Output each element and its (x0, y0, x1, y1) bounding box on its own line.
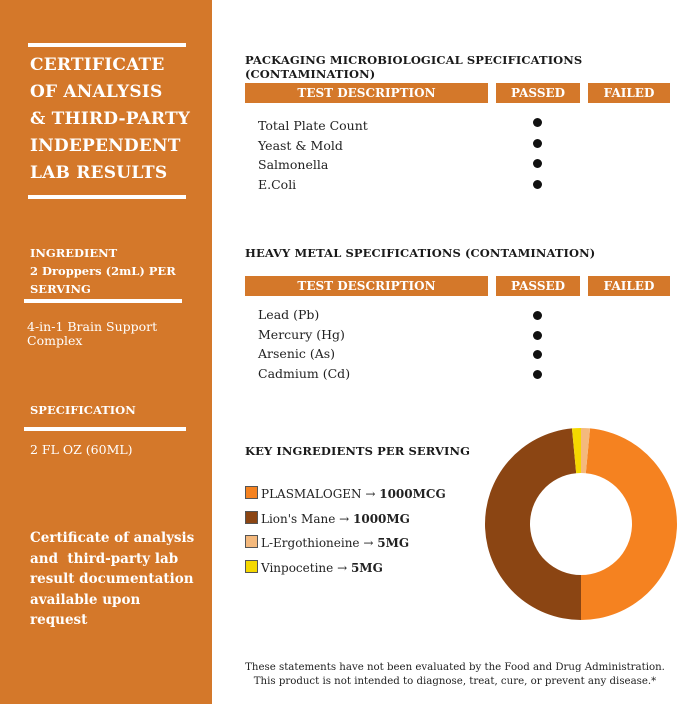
title-top-rule (28, 43, 186, 47)
metal-section-title: HEAVY METAL SPECIFICATIONS (CONTAMINATIO… (245, 246, 596, 260)
note-line: request (30, 612, 88, 628)
passed-dot-icon (533, 180, 542, 189)
metal-header-failed: FAILED (588, 276, 670, 296)
micro-row-label: Total Plate Count (258, 118, 368, 133)
metal-header-test: TEST DESCRIPTION (245, 276, 488, 296)
legend-dose: 5MG (377, 536, 410, 550)
micro-section-title: PACKAGING MICROBIOLOGICAL SPECIFICATIONS… (245, 53, 583, 81)
swatch-l-ergothioneine (245, 535, 258, 548)
ingredient-label: INGREDIENT (30, 246, 118, 260)
ingredient-value-2: Complex (27, 333, 83, 348)
passed-dot-icon (533, 350, 542, 359)
sidebar: CERTIFICATE OF ANALYSIS & THIRD-PARTY IN… (0, 0, 212, 704)
title-line: LAB RESULTS (30, 163, 168, 183)
spec-label: SPECIFICATION (30, 403, 136, 417)
fda-disclaimer: These statements have not been evaluated… (232, 661, 678, 689)
arrow-icon: → (359, 536, 378, 550)
slice-vinpocetine (571, 428, 581, 474)
metal-header-passed: PASSED (496, 276, 580, 296)
coa-note: Certificate of analysis and third-party … (30, 528, 200, 631)
legend-item-l-ergothioneine: L-Ergothioneine → 5MG (245, 535, 409, 550)
certificate-title: CERTIFICATE OF ANALYSIS & THIRD-PARTY IN… (30, 52, 200, 187)
swatch-plasmalogen (245, 486, 258, 499)
serving-label-2: SERVING (30, 282, 91, 296)
arrow-icon: → (335, 512, 353, 526)
ingredient-rule (24, 299, 182, 303)
title-line: OF ANALYSIS (30, 82, 163, 102)
metal-row-label: Mercury (Hg) (258, 327, 345, 342)
swatch-vinpocetine (245, 560, 258, 573)
note-line: available upon (30, 591, 141, 608)
legend-dose: 1000MCG (379, 487, 446, 501)
slice-plasmalogen (581, 428, 678, 620)
passed-dot-icon (533, 331, 542, 340)
micro-header-test: TEST DESCRIPTION (245, 83, 488, 103)
note-line: and third-party lab (30, 550, 179, 567)
spec-value: 2 FL OZ (60ML) (30, 442, 133, 457)
title-line: CERTIFICATE (30, 55, 165, 75)
legend-item-vinpocetine: Vinpocetine → 5MG (245, 560, 383, 575)
legend-name: Lion's Mane (261, 512, 336, 526)
micro-row-label: Salmonella (258, 157, 329, 172)
passed-dot-icon (533, 159, 542, 168)
metal-row-label: Arsenic (As) (258, 346, 336, 361)
serving-label: 2 Droppers (2mL) PER (30, 264, 176, 278)
slice-l-ergothioneine (581, 428, 591, 474)
passed-dot-icon (533, 311, 542, 320)
micro-row-label: E.Coli (258, 177, 297, 192)
note-line: result documentation (30, 571, 194, 587)
legend-item-lions-mane: Lion's Mane → 1000MG (245, 511, 410, 526)
note-line: Certificate of analysis (30, 530, 195, 546)
metal-row-label: Cadmium (Cd) (258, 366, 351, 381)
disclaimer-line: These statements have not been evaluated… (245, 662, 665, 673)
disclaimer-line: This product is not intended to diagnose… (253, 676, 657, 687)
legend-name: Vinpocetine (261, 561, 334, 575)
spec-rule (24, 427, 186, 431)
ingredients-donut-chart (484, 428, 678, 620)
micro-row-label: Yeast & Mold (258, 138, 343, 153)
title-line: INDEPENDENT (30, 136, 181, 156)
swatch-lions-mane (245, 511, 258, 524)
passed-dot-icon (533, 139, 542, 148)
legend-item-plasmalogen: PLASMALOGEN → 1000MCG (245, 486, 446, 501)
micro-header-failed: FAILED (588, 83, 670, 103)
legend-dose: 1000MG (353, 512, 410, 526)
title-line: & THIRD-PARTY (30, 109, 191, 129)
slice-lions-mane (484, 428, 581, 620)
micro-header-passed: PASSED (496, 83, 580, 103)
arrow-icon: → (361, 487, 380, 501)
legend-dose: 5MG (350, 561, 383, 575)
legend-name: L-Ergothioneine (261, 536, 360, 550)
metal-row-label: Lead (Pb) (258, 307, 320, 322)
ingredients-section-title: KEY INGREDIENTS PER SERVING (245, 444, 471, 458)
passed-dot-icon (533, 118, 542, 127)
passed-dot-icon (533, 370, 542, 379)
legend-name: PLASMALOGEN (261, 487, 362, 501)
title-bottom-rule (28, 195, 186, 199)
arrow-icon: → (333, 561, 351, 575)
ingredient-value: 4-in-1 Brain Support (27, 319, 158, 334)
